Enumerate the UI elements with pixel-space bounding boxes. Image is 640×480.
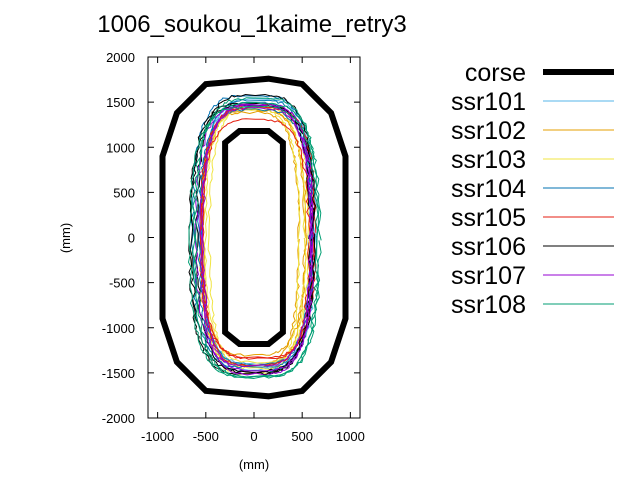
series-line-ssr104	[197, 108, 314, 373]
legend-label: ssr108	[451, 291, 526, 319]
y-tick-label: -500	[109, 276, 135, 291]
series-line-ssr102	[201, 108, 307, 368]
legend-label: ssr104	[451, 175, 526, 203]
axis-ticks: -1000 -500 0 500 1000 -2000 -1500 -1000 -500 0 500…	[102, 50, 365, 444]
series-line-ssr107	[201, 103, 315, 372]
y-tick-label: -1500	[102, 366, 135, 381]
series-line-ssr107	[199, 106, 313, 376]
legend-label: ssr106	[451, 233, 526, 261]
series-line-ssr108	[191, 102, 322, 379]
y-tick-label: 500	[113, 185, 135, 200]
course-inner-wall	[222, 128, 286, 347]
x-tick-label: -1000	[141, 429, 174, 444]
legend-label: ssr107	[451, 262, 526, 290]
legend-label: ssr105	[451, 204, 526, 232]
plot-data-layer	[159, 75, 349, 400]
y-tick-label: 0	[128, 231, 135, 246]
x-tick-label: -500	[193, 429, 219, 444]
legend-label: ssr101	[451, 88, 526, 116]
legend-label: corse	[465, 59, 526, 87]
x-tick-label: 500	[291, 429, 313, 444]
series-line-ssr103	[203, 106, 311, 364]
legend: corsessr101ssr102ssr103ssr104ssr105ssr10…	[451, 59, 614, 319]
x-tick-label: 1000	[336, 429, 365, 444]
x-tick-label: 0	[250, 429, 257, 444]
legend-label: ssr102	[451, 117, 526, 145]
y-tick-label: -2000	[102, 411, 135, 426]
y-tick-label: 1000	[106, 140, 135, 155]
chart-title: 1006_soukou_1kaime_retry3	[97, 11, 407, 38]
x-axis-label: (mm)	[239, 457, 269, 472]
series-line-ssr107	[194, 103, 313, 368]
y-tick-label: 1500	[106, 95, 135, 110]
legend-label: ssr103	[451, 146, 526, 174]
y-axis-label: (mm)	[58, 223, 73, 253]
series-line-ssr104	[190, 94, 315, 369]
y-tick-label: -1000	[102, 321, 135, 336]
course-outer-wall	[159, 75, 349, 400]
y-tick-label: 2000	[106, 50, 135, 65]
series-line-ssr101	[199, 101, 312, 365]
